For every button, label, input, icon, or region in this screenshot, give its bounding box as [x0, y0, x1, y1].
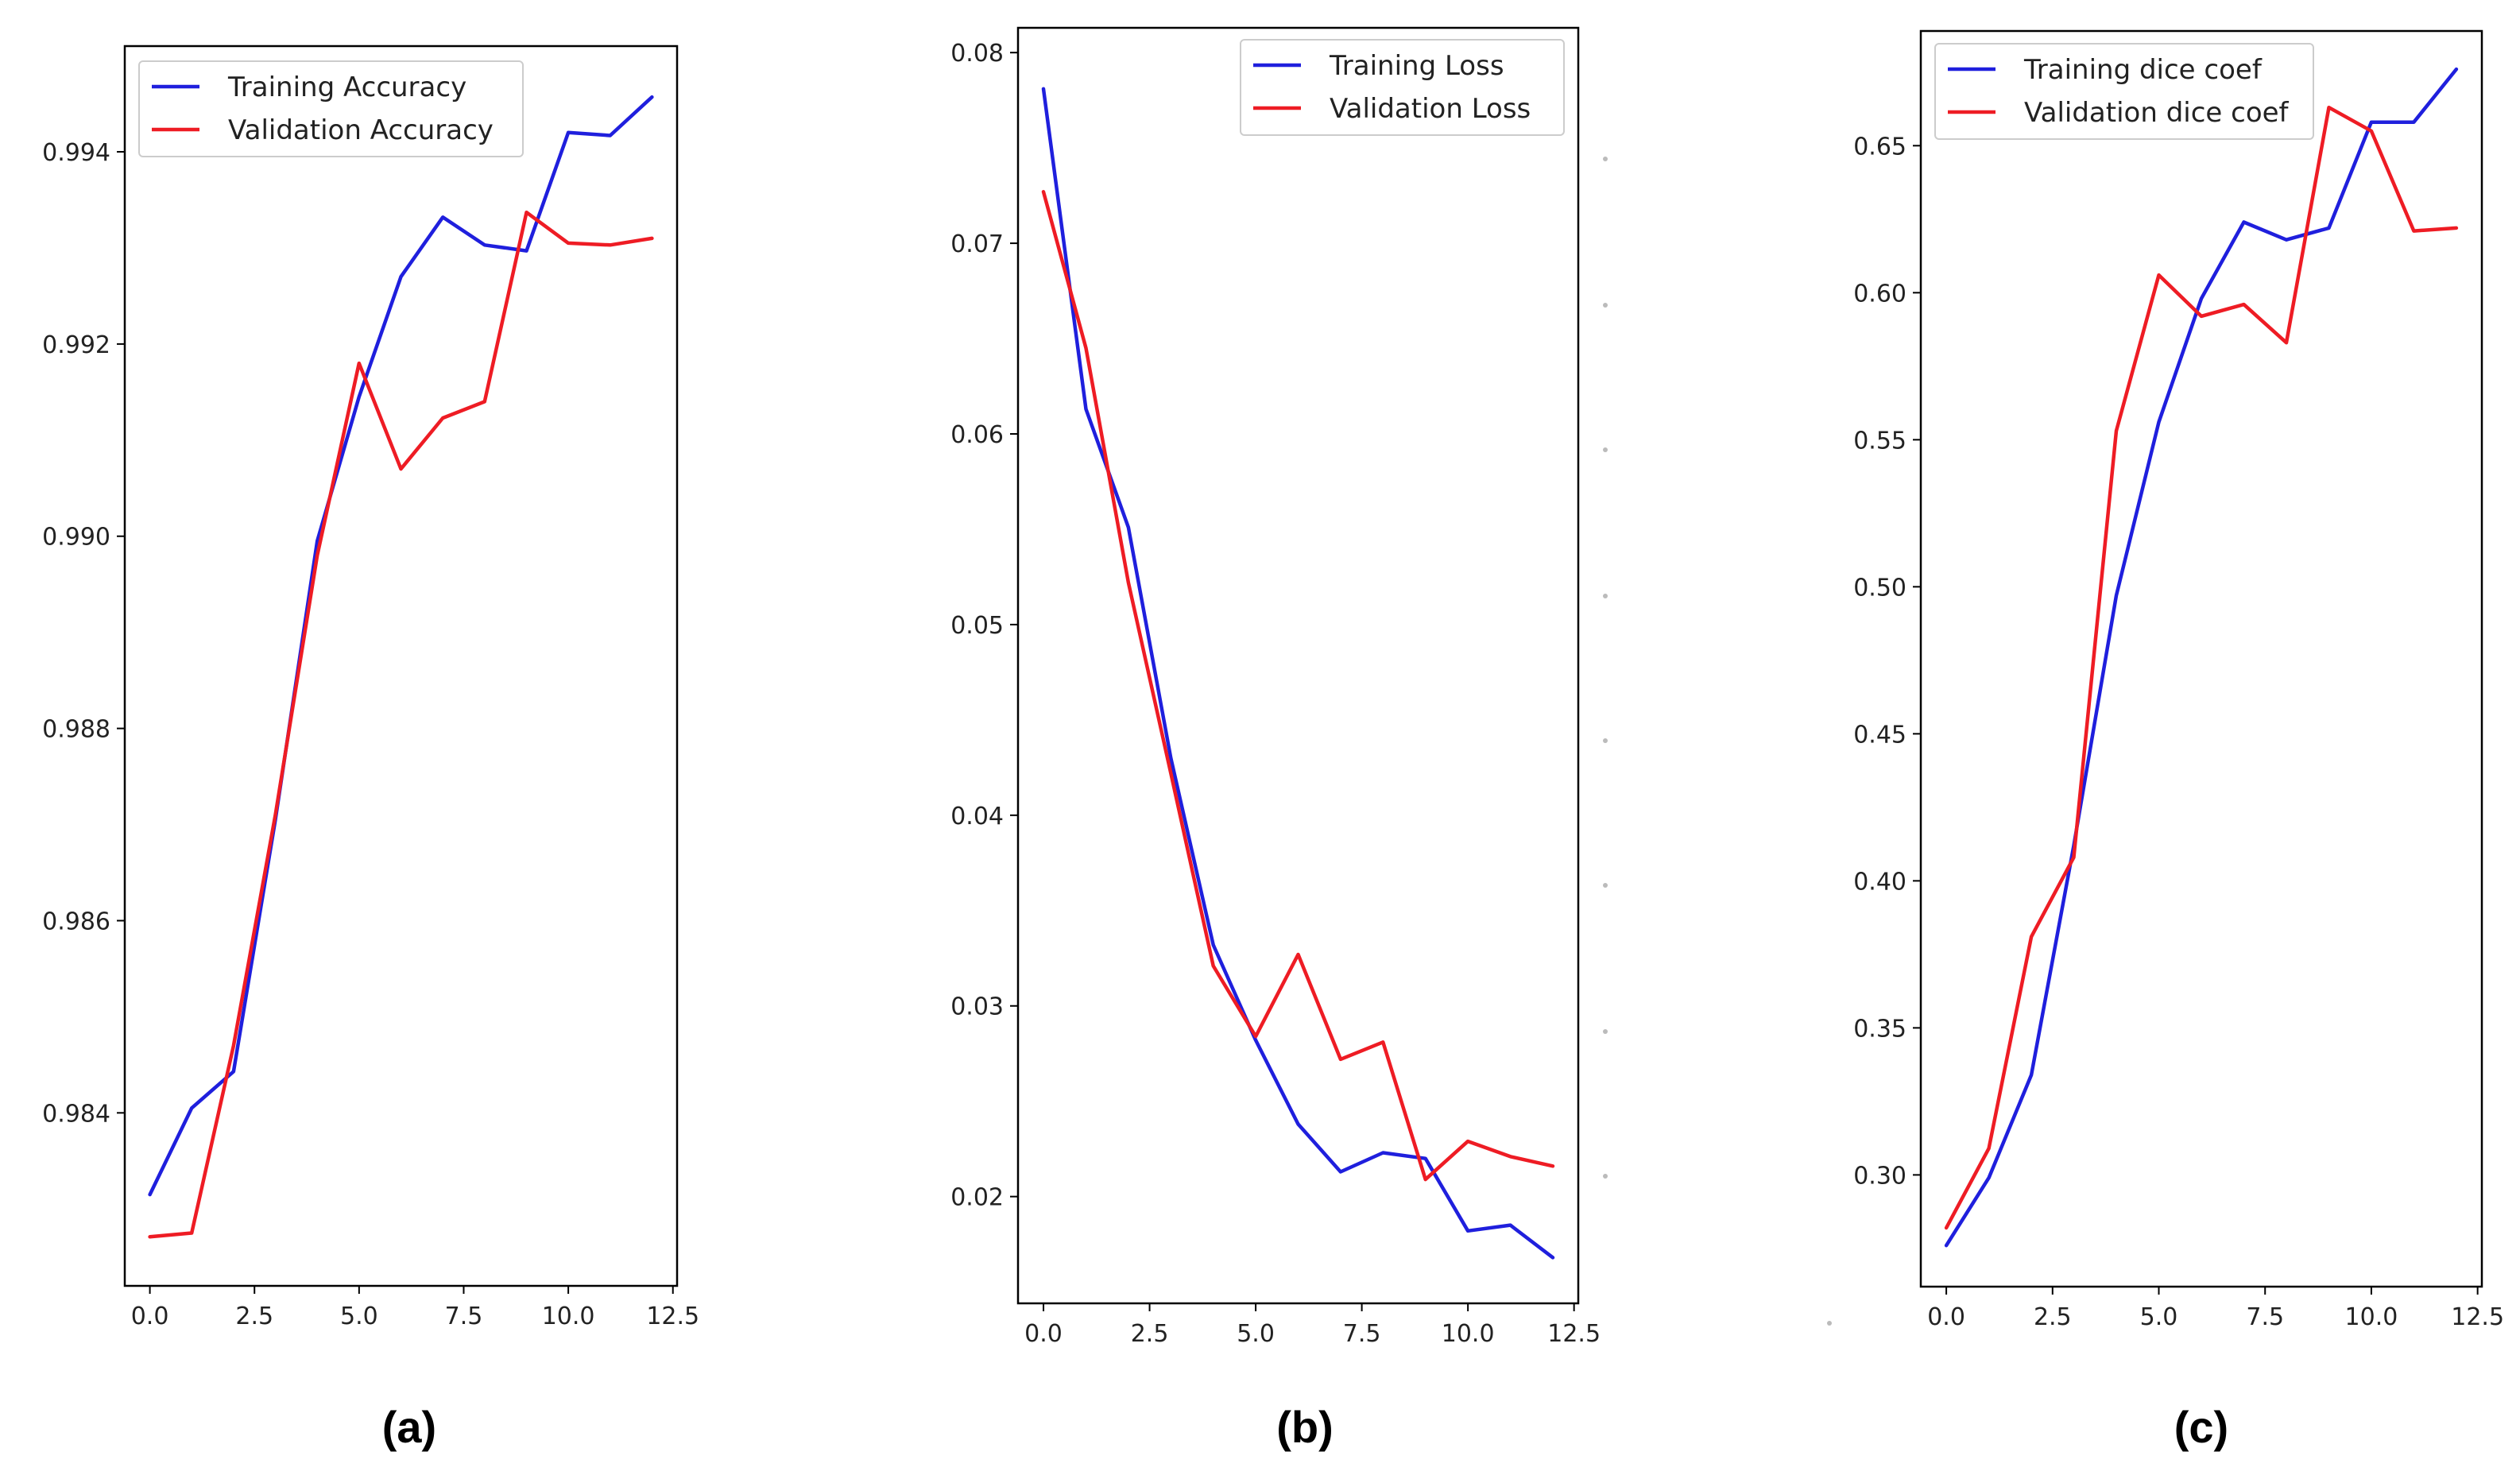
legend-box: [1240, 39, 1565, 136]
y-tick-label: 0.40: [1853, 868, 1906, 896]
y-tick-label: 0.35: [1853, 1015, 1906, 1043]
panel-b-loss: 0.0 2.5 5.0 7.5 10.0 12.5 0.02 0.03 0.04 0.05 0.06…: [950, 26, 1601, 1348]
legend-label: Training Accuracy: [227, 72, 466, 103]
legend-box: [138, 60, 524, 157]
y-tick-label: 0.05: [950, 612, 1004, 640]
x-tick-label: 5.0: [340, 1303, 378, 1330]
caption-c: (c): [2174, 1402, 2228, 1452]
x-tick-label: 0.0: [1024, 1320, 1063, 1348]
legend-label: Validation dice coef: [2024, 97, 2290, 129]
y-tick-label: 0.60: [1853, 280, 1906, 308]
caption-b: (b): [1276, 1402, 1334, 1452]
plot-frame: [1016, 26, 1580, 1305]
legend-box: [1934, 43, 2314, 140]
plot-frame: [123, 45, 679, 1287]
x-tick-label: 0.0: [131, 1303, 169, 1330]
y-tick-label: 0.45: [1853, 721, 1906, 749]
y-tick-label: 0.984: [42, 1100, 110, 1128]
legend-label: Validation Loss: [1330, 93, 1531, 125]
x-tick-label: 10.0: [1442, 1320, 1495, 1348]
y-tick-label: 0.994: [42, 139, 110, 167]
series-line-training-loss: [1041, 87, 1555, 1260]
x-tick-label: 7.5: [1343, 1320, 1381, 1348]
scan-artifacts: [1603, 157, 1832, 1326]
caption-a: (a): [382, 1402, 436, 1452]
x-tick-label: 10.0: [542, 1303, 595, 1330]
x-tick-label: 5.0: [2140, 1303, 2178, 1331]
x-tick-label: 2.5: [235, 1303, 273, 1330]
plot-frame: [1919, 29, 2483, 1288]
legend-label: Training Loss: [1329, 50, 1504, 82]
series-line-validation-dice-coef: [1944, 105, 2459, 1230]
series-line-validation-loss: [1041, 190, 1555, 1182]
x-tick-label: 5.0: [1237, 1320, 1275, 1348]
y-tick-label: 0.65: [1853, 133, 1906, 161]
legend: Training Accuracy Validation Accuracy: [138, 60, 524, 157]
y-tick-label: 0.04: [950, 803, 1004, 830]
series-line-training-accuracy: [148, 95, 654, 1197]
y-tick-label: 0.988: [42, 716, 110, 744]
x-tick-label: 12.5: [1547, 1320, 1601, 1348]
series-line-validation-accuracy: [148, 210, 654, 1239]
x-tick-label: 7.5: [2246, 1303, 2284, 1331]
x-tick-label: 2.5: [1131, 1320, 1169, 1348]
y-tick-label: 0.992: [42, 331, 110, 359]
x-tick-label: 0.0: [1927, 1303, 1965, 1331]
legend-label: Training dice coef: [2023, 54, 2263, 86]
x-tick-label: 10.0: [2345, 1303, 2398, 1331]
legend: Training Loss Validation Loss: [1240, 39, 1565, 136]
x-tick-label: 12.5: [646, 1303, 699, 1330]
y-tick-label: 0.07: [950, 230, 1004, 258]
panel-c-dice: 0.0 2.5 5.0 7.5 10.0 12.5 0.30 0.35 0.40 0.45 0.50…: [1853, 29, 2504, 1331]
y-tick-label: 0.55: [1853, 427, 1906, 455]
y-tick-label: 0.990: [42, 524, 110, 552]
x-tick-label: 2.5: [2034, 1303, 2072, 1331]
y-tick-label: 0.03: [950, 993, 1004, 1021]
x-tick-label: 12.5: [2451, 1303, 2504, 1331]
y-tick-label: 0.08: [950, 40, 1004, 68]
x-tick-label: 7.5: [445, 1303, 483, 1330]
y-tick-label: 0.02: [950, 1184, 1004, 1212]
y-tick-label: 0.30: [1853, 1162, 1906, 1190]
y-tick-label: 0.06: [950, 421, 1004, 449]
legend-label: Validation Accuracy: [228, 114, 494, 146]
legend: Training dice coef Validation dice coef: [1934, 43, 2314, 140]
y-tick-label: 0.50: [1853, 574, 1906, 602]
series-line-training-dice-coef: [1944, 67, 2459, 1248]
y-tick-label: 0.986: [42, 908, 110, 935]
panel-a-accuracy: 0.0 2.5 5.0 7.5 10.0 12.5 0.984 0.986 0.988 0.990…: [42, 45, 699, 1330]
